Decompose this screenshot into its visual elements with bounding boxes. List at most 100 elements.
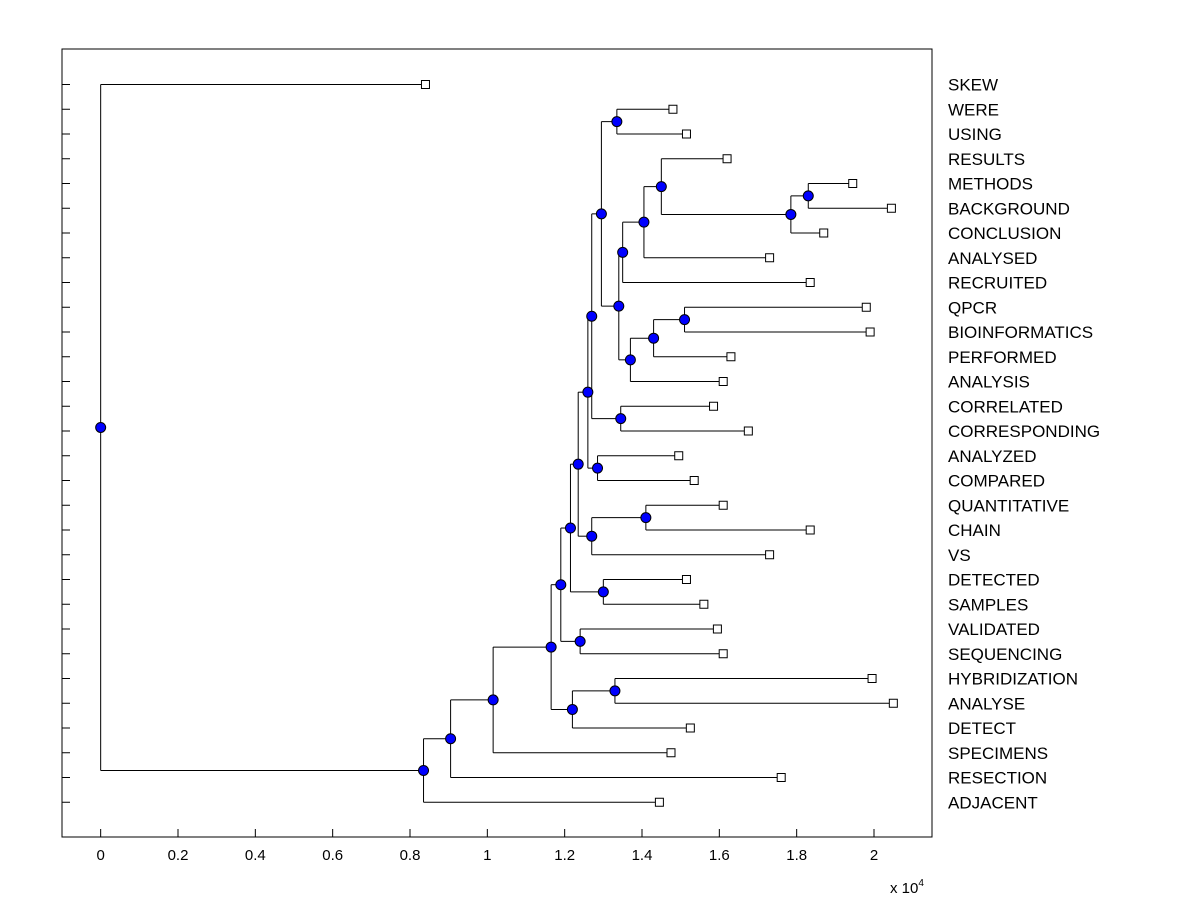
- x-tick-label: 1.6: [709, 847, 730, 864]
- merge-node-m16: [640, 512, 652, 524]
- x-tick-label: 1.8: [786, 847, 807, 864]
- leaf-label-hybridization: HYBRIDIZATION: [948, 670, 1078, 689]
- merge-node-m29: [95, 421, 107, 433]
- merge-node-m3: [785, 208, 797, 220]
- leaf-marker-recruited: [805, 278, 815, 287]
- x-tick-labels: 0 0.2 0.4 0.6 0.8 1 1.2 1.4 1.6 1.8 2: [96, 847, 878, 864]
- leaf-label-background: BACKGROUND: [948, 199, 1070, 218]
- leaf-label-results: RESULTS: [948, 150, 1025, 169]
- leaf-label-specimens: SPECIMENS: [948, 744, 1048, 763]
- leaf-label-analysis: ANALYSIS: [948, 373, 1030, 392]
- leaf-marker-samples: [699, 599, 709, 609]
- merge-node-m26: [487, 694, 499, 706]
- merge-node-m10: [613, 300, 625, 312]
- leaf-marker-qpcr: [861, 302, 871, 312]
- leaf-label-quantitative: QUANTITATIVE: [948, 496, 1069, 515]
- leaf-markers: [420, 80, 898, 807]
- leaf-marker-skew: [420, 80, 430, 89]
- leaf-label-analyse: ANALYSE: [948, 694, 1025, 713]
- leaf-label-qpcr: QPCR: [948, 298, 997, 317]
- leaf-marker-sequencing: [718, 649, 728, 659]
- merge-node-m4: [655, 181, 667, 193]
- merge-node-m14: [592, 462, 604, 474]
- merge-node-m15: [582, 386, 594, 398]
- x-tick-label: 1.4: [632, 847, 653, 864]
- leaf-marker-using: [681, 129, 691, 139]
- merge-node-m19: [597, 586, 609, 598]
- leaf-marker-detected: [681, 575, 691, 584]
- leaf-marker-compared: [689, 476, 699, 485]
- leaf-marker-analyzed: [674, 451, 684, 461]
- merge-node-m5: [638, 216, 650, 228]
- leaf-marker-resection: [776, 773, 786, 782]
- x-tick-label: 2: [870, 847, 878, 864]
- merge-node-m8: [648, 332, 660, 344]
- x-tick-marks: [100, 829, 875, 837]
- leaf-label-recruited: RECRUITED: [948, 274, 1047, 293]
- leaf-marker-conclusion: [819, 228, 829, 238]
- leaf-label-correlated: CORRELATED: [948, 397, 1063, 416]
- leaf-marker-adjacent: [654, 797, 664, 807]
- merge-node-m7: [679, 314, 691, 326]
- x-tick-label: 0: [96, 847, 104, 864]
- leaf-marker-detect: [685, 723, 695, 733]
- y-tick-marks: [62, 84, 70, 803]
- merge-node-m1: [611, 116, 623, 128]
- leaf-label-using: USING: [948, 125, 1002, 144]
- leaf-label-analysed: ANALYSED: [948, 249, 1037, 268]
- leaf-marker-hybridization: [867, 674, 877, 683]
- leaf-marker-results: [722, 154, 732, 164]
- leaf-label-chain: CHAIN: [948, 521, 1001, 540]
- merge-node-m17: [586, 530, 598, 542]
- merge-node-m23: [609, 685, 621, 697]
- leaf-label-samples: SAMPLES: [948, 595, 1028, 614]
- leaf-marker-analysis: [718, 377, 728, 386]
- leaf-label-validated: VALIDATED: [948, 620, 1040, 639]
- leaf-marker-specimens: [666, 748, 676, 758]
- leaf-label-were: WERE: [948, 100, 999, 119]
- leaf-marker-analysed: [765, 253, 775, 263]
- leaf-marker-validated: [712, 624, 722, 634]
- leaf-label-adjacent: ADJACENT: [948, 793, 1038, 812]
- plot-area-frame: [61, 48, 933, 838]
- merge-node-m11: [595, 208, 607, 220]
- leaf-label-resection: RESECTION: [948, 769, 1047, 788]
- x-tick-label: 1: [483, 847, 491, 864]
- leaf-label-conclusion: CONCLUSION: [948, 224, 1061, 243]
- merge-node-m21: [574, 635, 586, 647]
- merge-node-m27: [445, 733, 457, 745]
- merge-node-m13: [586, 310, 598, 322]
- merge-node-m25: [545, 641, 557, 653]
- leaf-marker-performed: [726, 352, 736, 362]
- leaf-label-skew: SKEW: [948, 76, 998, 95]
- merge-node-m2: [802, 190, 814, 202]
- merge-node-m24: [566, 703, 578, 715]
- leaf-label-bioinformatics: BIOINFORMATICS: [948, 323, 1093, 342]
- leaf-label-sequencing: SEQUENCING: [948, 645, 1062, 664]
- leaf-labels: SKEW WERE USING RESULTS METHODS BACKGROUND CON…: [948, 76, 1100, 813]
- leaf-marker-vs: [765, 550, 775, 560]
- x-tick-label: 1.2: [554, 847, 575, 864]
- leaf-label-methods: METHODS: [948, 175, 1033, 194]
- leaf-marker-background: [886, 203, 896, 213]
- leaf-marker-corresponding: [743, 426, 753, 436]
- merge-node-m18: [572, 458, 584, 470]
- merge-nodes: [95, 116, 814, 776]
- leaf-marker-analyse: [888, 698, 898, 708]
- leaf-marker-bioinformatics: [865, 327, 875, 337]
- leaf-marker-quantitative: [718, 500, 728, 510]
- leaf-marker-methods: [848, 179, 858, 188]
- x-tick-label: 0.4: [245, 847, 266, 864]
- merge-node-m6: [617, 246, 629, 258]
- merge-node-m22: [555, 579, 567, 591]
- leaf-label-vs: VS: [948, 546, 971, 565]
- merge-node-m12: [615, 413, 627, 425]
- leaf-label-compared: COMPARED: [948, 472, 1045, 491]
- x-tick-label: 0.8: [400, 847, 421, 864]
- merge-node-m20: [564, 522, 576, 534]
- leaf-marker-were: [668, 104, 678, 114]
- leaf-label-detect: DETECT: [948, 719, 1016, 738]
- leaf-marker-correlated: [709, 401, 719, 411]
